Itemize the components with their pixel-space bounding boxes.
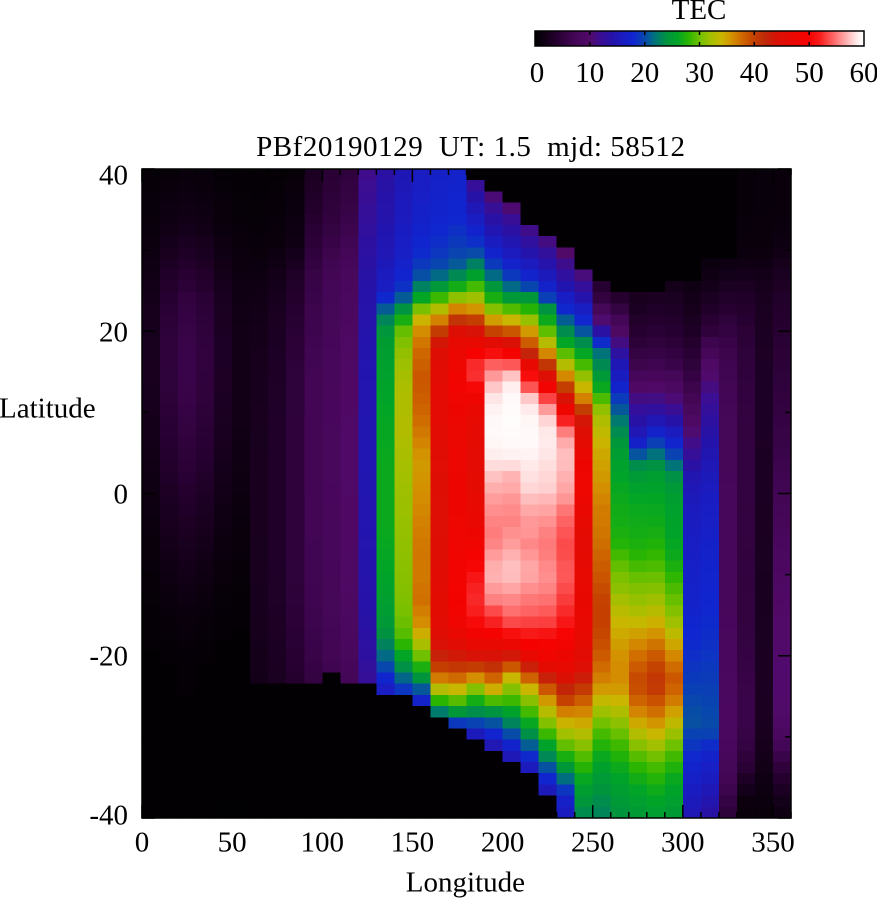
- svg-text:10: 10: [575, 57, 604, 89]
- svg-text:0: 0: [114, 479, 129, 511]
- svg-text:40: 40: [740, 57, 769, 89]
- svg-text:50: 50: [795, 57, 824, 89]
- svg-text:30: 30: [685, 57, 714, 89]
- svg-text:50: 50: [218, 827, 247, 859]
- svg-text:-20: -20: [89, 641, 128, 673]
- svg-text:350: 350: [751, 827, 795, 859]
- svg-text:0: 0: [530, 57, 545, 89]
- svg-text:Longitude: Longitude: [406, 867, 525, 899]
- svg-text:40: 40: [99, 160, 128, 192]
- svg-text:20: 20: [99, 317, 128, 349]
- svg-text:20: 20: [630, 57, 659, 89]
- svg-text:TEC: TEC: [672, 0, 727, 26]
- svg-text:PBf20190129 UT: 1.5 mjd: 585: PBf20190129 UT: 1.5 mjd: 58512: [256, 131, 685, 163]
- svg-text:150: 150: [391, 827, 435, 859]
- svg-text:200: 200: [481, 827, 525, 859]
- svg-text:100: 100: [301, 827, 345, 859]
- svg-text:0: 0: [135, 827, 150, 859]
- svg-text:250: 250: [571, 827, 615, 859]
- svg-text:60: 60: [850, 57, 877, 89]
- svg-text:Latitude: Latitude: [0, 393, 96, 425]
- svg-text:-40: -40: [89, 800, 128, 832]
- svg-text:300: 300: [661, 827, 705, 859]
